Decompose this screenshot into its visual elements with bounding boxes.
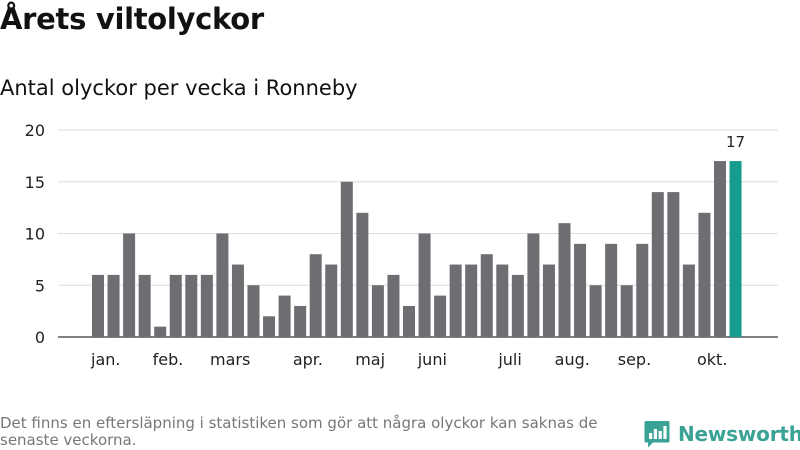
y-tick-label: 0: [35, 328, 45, 347]
footnote: Det finns en eftersläpning i statistiken…: [0, 414, 598, 449]
x-tick-label: okt.: [697, 350, 727, 369]
x-tick-label: aug.: [555, 350, 590, 369]
bar[interactable]: [480, 254, 493, 337]
bar[interactable]: [449, 264, 462, 337]
current-week-value-label: 17: [726, 133, 745, 151]
annotations: 17: [726, 133, 745, 151]
x-axis-month-labels: jan. feb. mars apr. maj juni juli aug. sep. okt.: [90, 350, 727, 369]
x-tick-label: maj: [355, 350, 385, 369]
brand-name: Newsworthy: [678, 422, 800, 446]
bar[interactable]: [714, 161, 726, 337]
bar[interactable]: [589, 285, 602, 337]
bar[interactable]: [325, 264, 338, 337]
y-tick-label: 10: [25, 225, 45, 244]
bar-current-week[interactable]: [729, 161, 742, 337]
bars: [92, 161, 742, 337]
y-axis-ticks: 0 5 10 15 20: [25, 121, 45, 347]
bar[interactable]: [465, 264, 478, 337]
bar[interactable]: [496, 264, 509, 337]
bar[interactable]: [216, 233, 229, 338]
bar[interactable]: [107, 274, 120, 337]
bar[interactable]: [605, 243, 618, 337]
bar[interactable]: [651, 192, 664, 337]
bar[interactable]: [511, 274, 524, 337]
bar[interactable]: [185, 274, 198, 337]
x-tick-label: feb.: [153, 350, 184, 369]
chart-title: Årets viltolyckor: [0, 2, 264, 36]
bar[interactable]: [371, 285, 384, 337]
newsworthy-logo[interactable]: Newsworthy: [644, 419, 800, 449]
y-tick-label: 5: [35, 276, 45, 295]
bar[interactable]: [340, 181, 353, 337]
bar[interactable]: [636, 243, 649, 337]
x-tick-label: juni: [417, 350, 447, 369]
x-tick-label: mars: [210, 350, 250, 369]
bar[interactable]: [247, 285, 260, 337]
bar[interactable]: [682, 264, 695, 337]
bar[interactable]: [387, 274, 400, 337]
bar[interactable]: [263, 316, 276, 337]
bar[interactable]: [434, 295, 447, 337]
bar[interactable]: [294, 305, 307, 337]
bar[interactable]: [278, 295, 291, 337]
x-tick-label: sep.: [618, 350, 651, 369]
bar[interactable]: [698, 212, 711, 337]
bar[interactable]: [527, 233, 540, 338]
bar-chart-logo-icon: [644, 421, 670, 448]
bar[interactable]: [356, 212, 369, 337]
bar[interactable]: [138, 274, 151, 337]
bar[interactable]: [169, 274, 182, 337]
bar[interactable]: [620, 285, 633, 337]
bar[interactable]: [667, 192, 680, 337]
bar[interactable]: [574, 243, 587, 337]
chart-subtitle: Antal olyckor per vecka i Ronneby: [0, 76, 358, 100]
bar[interactable]: [403, 305, 415, 337]
bar[interactable]: [154, 326, 167, 337]
x-tick-label: apr.: [293, 350, 323, 369]
bar[interactable]: [542, 264, 555, 337]
bar-chart: 0 5 10 15 20 jan. feb. mars apr. maj juni juli aug.…: [25, 121, 778, 369]
bar[interactable]: [418, 233, 431, 338]
bar[interactable]: [123, 233, 136, 338]
bar[interactable]: [558, 223, 571, 337]
bar[interactable]: [92, 274, 104, 337]
x-tick-label: jan.: [90, 350, 120, 369]
y-tick-label: 20: [25, 121, 45, 140]
bar[interactable]: [231, 264, 244, 337]
bar[interactable]: [200, 274, 213, 337]
bar[interactable]: [309, 254, 322, 337]
y-tick-label: 15: [25, 173, 45, 192]
x-tick-label: juli: [497, 350, 521, 369]
